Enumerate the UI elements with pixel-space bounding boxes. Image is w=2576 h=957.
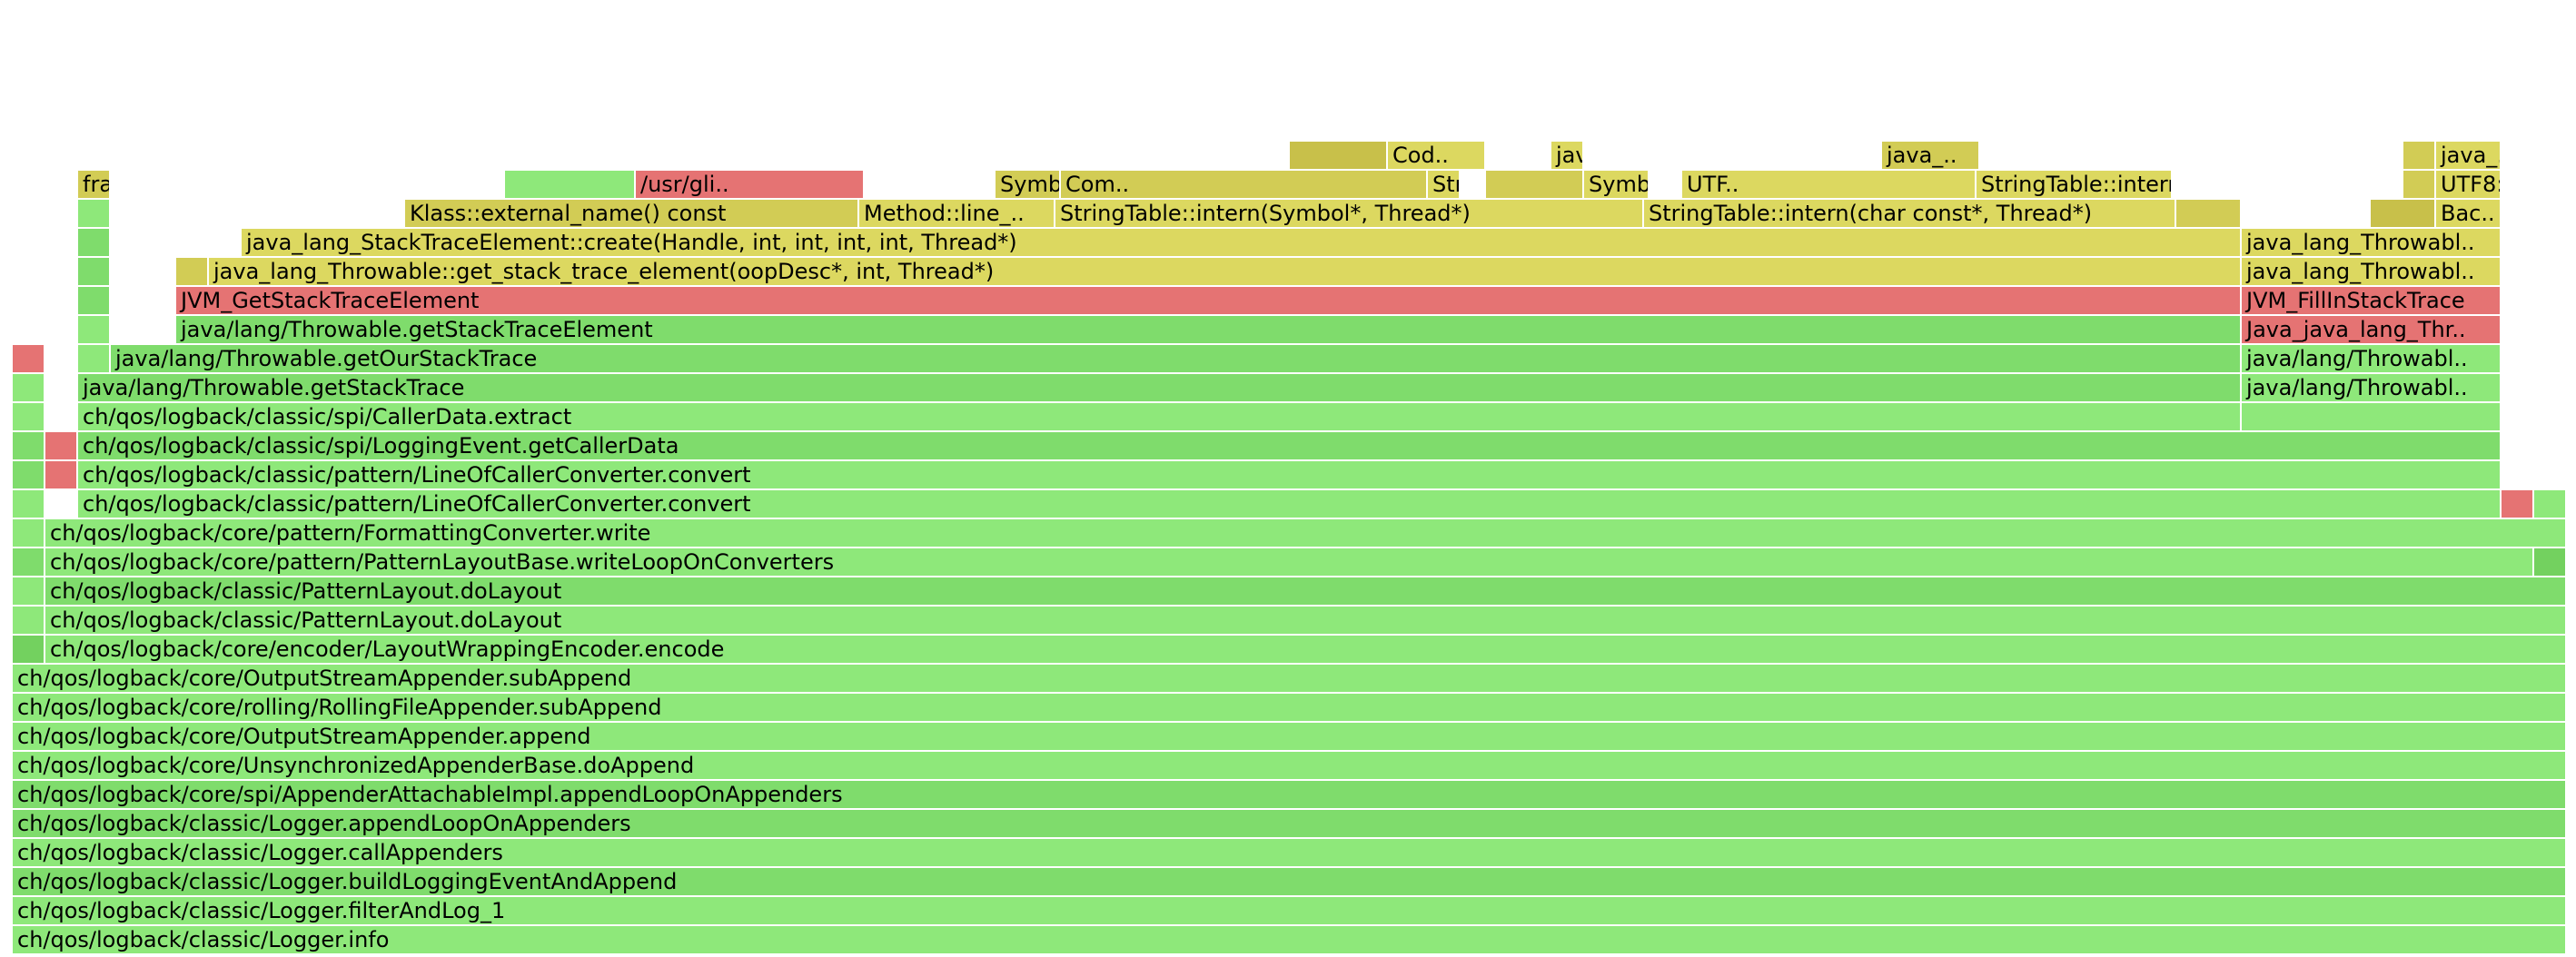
stack-frame[interactable]: java_lang_Throwable::get_stack_trace_ele…	[209, 258, 2242, 285]
stack-frame[interactable]: ch/qos/logback/classic/spi/CallerData.ex…	[78, 403, 2242, 430]
stack-frame[interactable]: ch/qos/logback/classic/Logger.callAppend…	[13, 839, 2567, 866]
stack-frame[interactable]	[2371, 200, 2436, 227]
stack-frame[interactable]: java/lang/Throwabl..	[2242, 345, 2502, 372]
stack-frame[interactable]: ch/qos/logback/classic/spi/LoggingEvent.…	[78, 432, 2502, 459]
stack-frame[interactable]: ch/qos/logback/classic/pattern/LineOfCal…	[78, 461, 2502, 488]
stack-frame[interactable]	[78, 258, 111, 285]
stack-frame[interactable]: ch/qos/logback/classic/pattern/LineOfCal…	[78, 490, 2502, 518]
stack-frame[interactable]: Method::line_..	[859, 200, 1055, 227]
stack-frame[interactable]	[2403, 171, 2436, 198]
stack-frame[interactable]: ch/qos/logback/classic/Logger.info	[13, 926, 2567, 953]
stack-frame[interactable]: StringTable::intern(Handle, uns..	[1428, 171, 1461, 198]
stack-frame[interactable]: StringTable::intern(Symbol*, Thread*)	[1055, 200, 1644, 227]
stack-frame[interactable]: Com..	[1061, 171, 1428, 198]
stack-frame[interactable]: UTF..	[1682, 171, 1977, 198]
stack-frame[interactable]: ch/qos/logback/core/pattern/PatternLayou…	[45, 548, 2534, 576]
stack-frame[interactable]: ch/qos/logback/core/rolling/RollingFileA…	[13, 694, 2567, 721]
stack-frame[interactable]	[176, 258, 209, 285]
stack-frame[interactable]: ch/qos/logback/classic/Logger.buildLoggi…	[13, 868, 2567, 895]
stack-frame[interactable]: ch/qos/logback/core/spi/AppenderAttachab…	[13, 781, 2567, 808]
stack-frame[interactable]: java_..	[1551, 142, 1584, 169]
stack-frame[interactable]: java_lang_StackTraceElement::create(Hand…	[242, 229, 2242, 256]
stack-frame[interactable]	[78, 287, 111, 314]
stack-frame[interactable]: Java_java_lang_Thr..	[2242, 316, 2502, 343]
stack-frame[interactable]: Bac..	[2436, 200, 2502, 227]
stack-frame[interactable]	[2534, 490, 2567, 518]
stack-frame[interactable]	[13, 577, 45, 605]
stack-frame[interactable]	[78, 229, 111, 256]
stack-frame[interactable]: ch/qos/logback/core/UnsynchronizedAppend…	[13, 752, 2567, 779]
stack-frame[interactable]: java/lang/Throwable.getStackTraceElement	[176, 316, 2242, 343]
stack-frame[interactable]: StringTable::intern(char const*, Thread*…	[1644, 200, 2176, 227]
stack-frame[interactable]	[1290, 142, 1388, 169]
stack-frame[interactable]: Symbol::as_klass..	[996, 171, 1061, 198]
stack-frame[interactable]: fra..	[78, 171, 111, 198]
stack-frame[interactable]: java/lang/Throwable.getOurStackTrace	[111, 345, 2242, 372]
stack-frame[interactable]	[13, 374, 45, 401]
stack-frame[interactable]: ch/qos/logback/core/pattern/FormattingCo…	[45, 519, 2567, 547]
stack-frame[interactable]: ch/qos/logback/core/encoder/LayoutWrappi…	[45, 636, 2567, 663]
stack-frame[interactable]: Cod..	[1388, 142, 1486, 169]
stack-frame[interactable]	[2176, 200, 2242, 227]
stack-frame[interactable]: JVM_GetStackTraceElement	[176, 287, 2242, 314]
stack-frame[interactable]	[13, 461, 45, 488]
stack-frame[interactable]	[505, 171, 636, 198]
stack-frame[interactable]: ch/qos/logback/classic/Logger.filterAndL…	[13, 897, 2567, 924]
stack-frame[interactable]	[45, 461, 78, 488]
stack-frame[interactable]	[1486, 171, 1584, 198]
stack-frame[interactable]	[13, 607, 45, 634]
stack-frame[interactable]: ch/qos/logback/classic/Logger.appendLoop…	[13, 810, 2567, 837]
stack-frame[interactable]: /usr/gli..	[636, 171, 865, 198]
stack-frame[interactable]	[2403, 142, 2436, 169]
stack-frame[interactable]: JVM_FillInStackTrace	[2242, 287, 2502, 314]
stack-frame[interactable]	[78, 345, 111, 372]
stack-frame[interactable]	[13, 490, 45, 518]
stack-frame[interactable]: ch/qos/logback/classic/PatternLayout.doL…	[45, 607, 2567, 634]
stack-frame[interactable]	[2502, 490, 2534, 518]
stack-frame[interactable]	[13, 345, 45, 372]
stack-frame[interactable]	[13, 636, 45, 663]
stack-frame[interactable]: java/lang/Throwabl..	[2242, 374, 2502, 401]
stack-frame[interactable]: ch/qos/logback/classic/PatternLayout.doL…	[45, 577, 2567, 605]
stack-frame[interactable]: UTF8::un..	[2436, 171, 2502, 198]
stack-frame[interactable]	[13, 403, 45, 430]
stack-frame[interactable]	[2534, 548, 2567, 576]
stack-frame[interactable]	[2242, 403, 2502, 430]
stack-frame[interactable]: java/lang/Throwable.getStackTrace	[78, 374, 2242, 401]
stack-frame[interactable]: ch/qos/logback/core/OutputStreamAppender…	[13, 665, 2567, 692]
stack-frame[interactable]	[13, 548, 45, 576]
stack-frame[interactable]: java_lang_Throwabl..	[2242, 258, 2502, 285]
stack-frame[interactable]: java_lang_Throwabl..	[2242, 229, 2502, 256]
stack-frame[interactable]: java_..	[1882, 142, 1980, 169]
stack-frame[interactable]: java_..	[2436, 142, 2502, 169]
stack-frame[interactable]: Klass::external_name() const	[405, 200, 859, 227]
stack-frame[interactable]	[45, 432, 78, 459]
stack-frame[interactable]	[13, 519, 45, 547]
stack-frame[interactable]	[78, 200, 111, 227]
stack-frame[interactable]: ch/qos/logback/core/OutputStreamAppender…	[13, 723, 2567, 750]
stack-frame[interactable]: Symbo..	[1584, 171, 1650, 198]
stack-frame[interactable]: StringTable::intern(H..	[1977, 171, 2173, 198]
stack-frame[interactable]	[78, 316, 111, 343]
stack-frame[interactable]	[13, 432, 45, 459]
